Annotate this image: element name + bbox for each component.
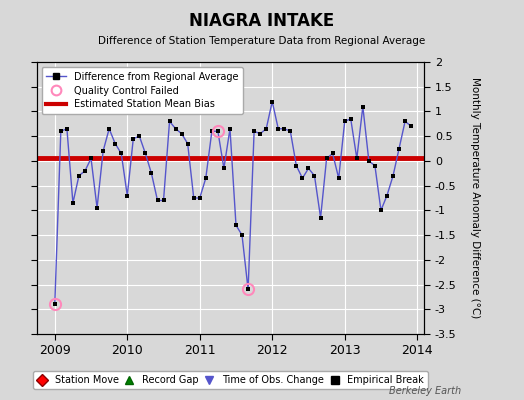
Text: Berkeley Earth: Berkeley Earth (389, 386, 461, 396)
Text: NIAGRA INTAKE: NIAGRA INTAKE (189, 12, 335, 30)
Text: Difference of Station Temperature Data from Regional Average: Difference of Station Temperature Data f… (99, 36, 425, 46)
Legend: Station Move, Record Gap, Time of Obs. Change, Empirical Break: Station Move, Record Gap, Time of Obs. C… (34, 371, 428, 389)
Y-axis label: Monthly Temperature Anomaly Difference (°C): Monthly Temperature Anomaly Difference (… (471, 77, 481, 319)
